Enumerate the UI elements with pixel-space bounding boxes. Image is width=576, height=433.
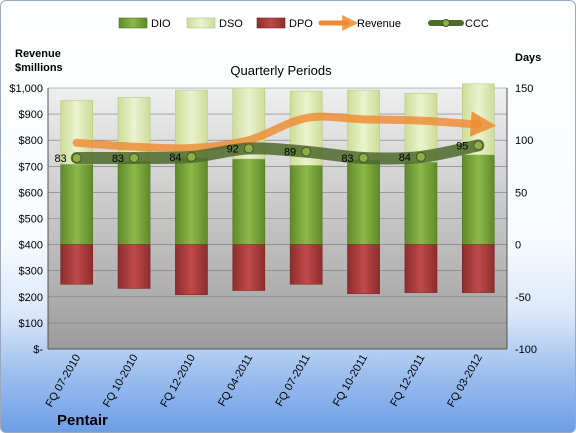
x-tick-label: FQ 10-2010 (101, 353, 141, 410)
bar-dpo (461, 244, 495, 293)
revenue-series (72, 111, 497, 153)
bar-dpo (60, 244, 94, 285)
bar-dpo (117, 244, 151, 289)
x-tick-label: FQ 07-2010 (44, 353, 84, 410)
y-left-tick-label: $1,000 (9, 83, 43, 95)
bar-dio (117, 160, 151, 245)
legend-label-dpo: DPO (289, 18, 313, 30)
legend-marker-ccc (442, 19, 450, 27)
x-tick-label: FQ 10-2011 (331, 353, 370, 409)
bar-dio (60, 163, 94, 245)
bar-dio (461, 154, 495, 245)
x-tick-label: FQ 12-2011 (388, 353, 427, 409)
x-tick-label: FQ 04-2011 (216, 353, 255, 409)
ccc-point (243, 143, 254, 154)
ccc-data-label: 83 (54, 153, 66, 165)
ccc-data-label: 83 (341, 153, 353, 165)
ccc-point (129, 152, 140, 163)
bar-dio (232, 158, 266, 245)
y-right-tick-label: -100 (515, 344, 537, 356)
bar-dpo (289, 244, 323, 285)
legend-swatch-dso (186, 17, 216, 29)
ccc-point (301, 146, 312, 157)
bar-dso (347, 89, 380, 161)
y-right-tick-label: 50 (515, 187, 527, 199)
ccc-point (71, 152, 82, 163)
legend-label-ccc: CCC (465, 18, 489, 30)
company-name: Pentair (57, 412, 108, 429)
y-left-tick-label: $100 (19, 318, 43, 330)
y-left-tick-label: $600 (19, 187, 43, 199)
y-left-axis-label-line1: Revenue (15, 48, 61, 60)
legend-swatch-dpo (256, 17, 286, 29)
y-left-tick-label: $200 (19, 292, 43, 304)
bar-dio (175, 157, 208, 245)
x-tick-label: FQ 07-2011 (273, 353, 312, 409)
y-right-axis-label: Days (515, 52, 541, 64)
bar-dpo (232, 244, 266, 291)
y-right-tick-label: 0 (515, 240, 521, 252)
x-tick-label: FQ 03-2012 (445, 353, 485, 410)
ccc-data-label: 83 (112, 153, 124, 165)
y-left-tick-label: $700 (19, 161, 43, 173)
bar-dio (404, 161, 438, 245)
bar-dio (347, 159, 380, 245)
y-right-tick-label: 150 (515, 83, 533, 95)
ccc-data-label: 84 (169, 152, 181, 164)
x-tick-label: FQ 12-2010 (158, 353, 198, 410)
y-right-tick-label: 100 (515, 135, 533, 147)
ccc-data-label: 89 (284, 147, 296, 159)
bar-dpo (347, 244, 380, 294)
ccc-data-label: 84 (399, 152, 411, 164)
ccc-data-label: 92 (227, 144, 239, 156)
y-left-tick-label: $300 (19, 266, 43, 278)
ccc-series: 83 83 84 92 89 83 84 95 (54, 139, 485, 165)
y-left-tick-label: $400 (19, 240, 43, 252)
legend-swatch-dio (118, 17, 148, 29)
bar-dpo (404, 244, 438, 293)
revenue-line (72, 111, 497, 153)
legend-label-revenue: Revenue (357, 18, 401, 30)
ccc-data-label: 95 (456, 140, 468, 152)
bar-dpo (175, 244, 208, 295)
bar-dso (117, 97, 151, 162)
ccc-point (186, 151, 197, 162)
y-left-tick-label: $- (33, 344, 43, 356)
legend: DIO DSO DPO Revenue CCC (118, 14, 489, 32)
ccc-point (473, 140, 484, 151)
y-left-axis-label-line2: $millions (15, 62, 63, 74)
legend-label-dso: DSO (219, 18, 243, 30)
ccc-point (358, 152, 369, 163)
y-left-tick-label: $800 (19, 135, 43, 147)
y-left-tick-label: $500 (19, 214, 43, 226)
y-right-tick-label: -50 (515, 292, 531, 304)
legend-label-dio: DIO (151, 18, 171, 30)
bar-dio (289, 165, 323, 245)
chart-title: Quarterly Periods (230, 63, 332, 78)
y-left-tick-label: $900 (19, 109, 43, 121)
ccc-point (415, 151, 426, 162)
